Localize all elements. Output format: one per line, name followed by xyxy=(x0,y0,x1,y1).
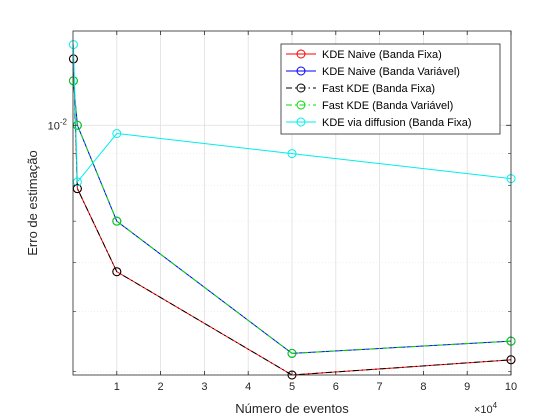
x-tick-label: 9 xyxy=(464,381,470,393)
y-axis-label: Erro de estimação xyxy=(25,150,40,256)
legend-label-1: KDE Naive (Banda Fixa) xyxy=(322,49,442,61)
legend: KDE Naive (Banda Fixa) KDE Naive (Banda V… xyxy=(281,44,500,134)
x-tick-label: 5 xyxy=(289,381,295,393)
legend-label-3: Fast KDE (Banda Fixa) xyxy=(322,83,435,95)
x-tick-label: 1 xyxy=(114,381,120,393)
legend-label-4: Fast KDE (Banda Variável) xyxy=(322,100,453,112)
x-tick-label: 3 xyxy=(201,381,207,393)
x-multiplier-base: ×10 xyxy=(474,404,493,416)
x-tick-label: 4 xyxy=(245,381,251,393)
x-tick-label: 8 xyxy=(420,381,426,393)
y-tick-label-base: 10 xyxy=(48,120,60,132)
legend-label-2: KDE Naive (Banda Variável) xyxy=(322,66,460,78)
x-tick-label: 10 xyxy=(505,381,517,393)
x-tick-label: 2 xyxy=(158,381,164,393)
y-tick-label-exponent: -2 xyxy=(60,117,68,126)
x-tick-label: 7 xyxy=(377,381,383,393)
legend-label-5: KDE via diffusion (Banda Fixa) xyxy=(322,117,472,129)
x-tick-label: 6 xyxy=(333,381,339,393)
x-multiplier-exponent: 4 xyxy=(493,401,498,410)
x-axis-label: Número de eventos xyxy=(235,401,349,416)
